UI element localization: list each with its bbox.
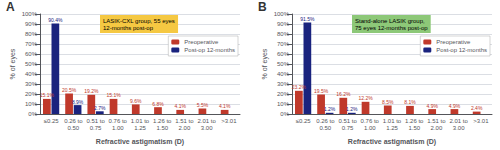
svg-text:75 eyes 12-months post-op: 75 eyes 12-months post-op	[355, 25, 428, 31]
svg-text:0.50: 0.50	[319, 125, 331, 131]
svg-text:3.00: 3.00	[201, 125, 213, 131]
svg-text:12.2%: 12.2%	[358, 95, 373, 101]
svg-text:4.1%: 4.1%	[174, 103, 186, 109]
svg-text:8.9%: 8.9%	[72, 99, 84, 105]
svg-text:20%: 20%	[25, 91, 38, 97]
svg-text:20%: 20%	[277, 91, 290, 97]
svg-text:0.75: 0.75	[342, 125, 354, 131]
svg-text:2.00: 2.00	[179, 125, 191, 131]
svg-text:1.50: 1.50	[408, 125, 420, 131]
svg-text:2.01 to: 2.01 to	[197, 118, 216, 124]
svg-text:1.26 to: 1.26 to	[405, 118, 424, 124]
svg-text:1.00: 1.00	[364, 125, 376, 131]
svg-text:1.01 to: 1.01 to	[131, 118, 150, 124]
svg-text:1.25: 1.25	[134, 125, 146, 131]
svg-text:80%: 80%	[277, 31, 290, 37]
svg-text:1.26 to: 1.26 to	[153, 118, 172, 124]
svg-text:16.2%: 16.2%	[336, 91, 351, 97]
svg-text:15.1%: 15.1%	[106, 92, 121, 98]
svg-text:9.6%: 9.6%	[130, 98, 142, 104]
svg-text:>3.01: >3.01	[221, 118, 237, 124]
svg-text:19.2%: 19.2%	[84, 88, 99, 94]
svg-text:40%: 40%	[277, 71, 290, 77]
svg-text:8.5%: 8.5%	[382, 99, 394, 105]
svg-text:B: B	[258, 0, 267, 14]
svg-text:100%: 100%	[274, 11, 290, 17]
svg-text:30%: 30%	[277, 81, 290, 87]
svg-text:0.76 to: 0.76 to	[361, 118, 380, 124]
svg-text:A: A	[6, 0, 15, 14]
svg-text:1.00: 1.00	[112, 125, 124, 131]
svg-text:0%: 0%	[280, 111, 289, 117]
svg-text:2.4%: 2.4%	[471, 105, 483, 111]
svg-text:70%: 70%	[25, 41, 38, 47]
svg-text:Post-op 12-months: Post-op 12-months	[436, 47, 487, 53]
svg-text:90.4%: 90.4%	[48, 17, 63, 23]
svg-text:1.2%: 1.2%	[324, 106, 336, 112]
svg-text:1.51 to: 1.51 to	[427, 118, 446, 124]
svg-text:90%: 90%	[25, 21, 38, 27]
svg-text:0%: 0%	[28, 111, 37, 117]
svg-text:0.26 to: 0.26 to	[64, 118, 83, 124]
svg-text:1.25: 1.25	[386, 125, 398, 131]
svg-text:0.75: 0.75	[90, 125, 102, 131]
svg-text:0.76 to: 0.76 to	[109, 118, 128, 124]
svg-text:50%: 50%	[277, 61, 290, 67]
svg-text:LASIK-CXL group, 55 eyes: LASIK-CXL group, 55 eyes	[103, 18, 175, 24]
svg-text:100%: 100%	[22, 11, 38, 17]
svg-text:4.9%: 4.9%	[449, 103, 461, 109]
svg-text:0.51 to: 0.51 to	[338, 118, 357, 124]
svg-text:1.2%: 1.2%	[346, 106, 358, 112]
svg-text:1.51 to: 1.51 to	[175, 118, 194, 124]
svg-text:>3.01: >3.01	[473, 118, 489, 124]
svg-text:10%: 10%	[277, 101, 290, 107]
svg-text:12-months post-op: 12-months post-op	[103, 25, 154, 31]
svg-text:20.5%: 20.5%	[62, 87, 77, 93]
svg-text:19.5%: 19.5%	[314, 88, 329, 94]
svg-text:% of eyes: % of eyes	[261, 48, 269, 79]
svg-text:60%: 60%	[277, 51, 290, 57]
svg-text:30%: 30%	[25, 81, 38, 87]
svg-text:6.8%: 6.8%	[152, 101, 164, 107]
svg-text:4.9%: 4.9%	[426, 103, 438, 109]
svg-text:Preoperative: Preoperative	[436, 39, 471, 45]
svg-text:1.01 to: 1.01 to	[383, 118, 402, 124]
svg-text:4.1%: 4.1%	[219, 103, 231, 109]
svg-text:5.5%: 5.5%	[197, 102, 209, 108]
svg-text:0.50: 0.50	[67, 125, 79, 131]
svg-text:23.2%: 23.2%	[292, 84, 307, 90]
svg-text:0.26 to: 0.26 to	[316, 118, 335, 124]
svg-text:50%: 50%	[25, 61, 38, 67]
svg-text:2.00: 2.00	[431, 125, 443, 131]
svg-text:80%: 80%	[25, 31, 38, 37]
svg-text:Preoperative: Preoperative	[184, 39, 219, 45]
svg-text:1.50: 1.50	[156, 125, 168, 131]
svg-text:Refractive astigmatism (D): Refractive astigmatism (D)	[348, 138, 436, 146]
svg-text:15.1%: 15.1%	[40, 92, 55, 98]
svg-text:Stand-alone LASIK group,: Stand-alone LASIK group,	[355, 18, 425, 24]
svg-text:2.01 to: 2.01 to	[449, 118, 468, 124]
svg-text:Post-op 12-months: Post-op 12-months	[184, 47, 235, 53]
svg-text:Refractive astigmatism (D): Refractive astigmatism (D)	[96, 138, 184, 146]
svg-text:70%: 70%	[277, 41, 290, 47]
svg-text:≤0.25: ≤0.25	[296, 118, 312, 124]
svg-text:8.1%: 8.1%	[404, 99, 416, 105]
svg-text:3.00: 3.00	[453, 125, 465, 131]
svg-text:% of eyes: % of eyes	[9, 48, 17, 79]
svg-text:60%: 60%	[25, 51, 38, 57]
svg-text:40%: 40%	[25, 71, 38, 77]
svg-text:91.5%: 91.5%	[300, 16, 315, 22]
svg-text:90%: 90%	[277, 21, 290, 27]
svg-text:0.51 to: 0.51 to	[86, 118, 105, 124]
svg-text:2.7%: 2.7%	[94, 105, 106, 111]
svg-text:10%: 10%	[25, 101, 38, 107]
svg-text:≤0.25: ≤0.25	[44, 118, 60, 124]
